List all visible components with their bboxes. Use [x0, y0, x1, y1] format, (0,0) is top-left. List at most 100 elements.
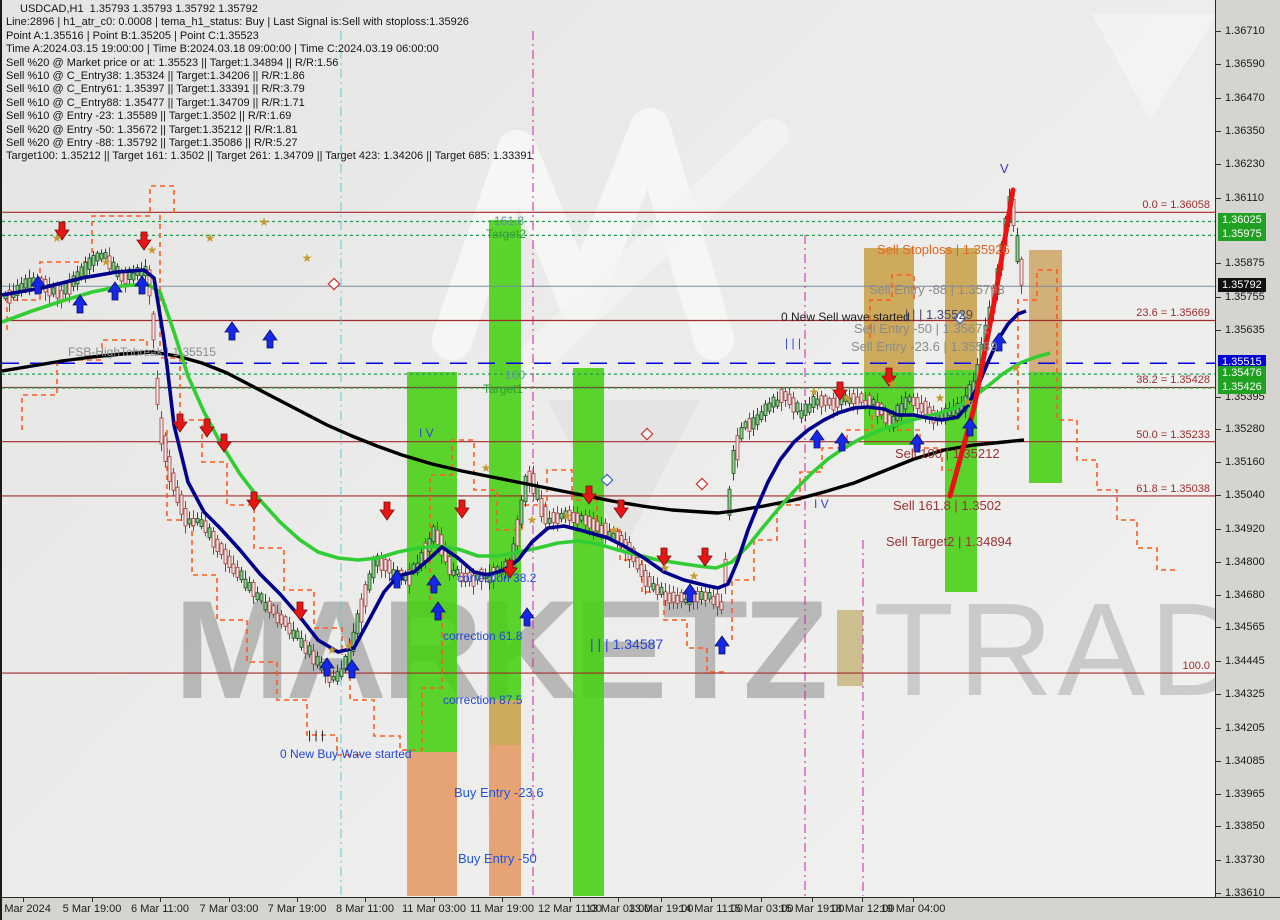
candle-body: [735, 435, 740, 461]
candle-body: [283, 616, 288, 627]
chart-annotation: 161.8: [494, 214, 525, 228]
chart-annotation: | | | 1.34587: [590, 636, 664, 652]
buy-arrow-icon: [262, 329, 278, 349]
candle-body: [55, 284, 60, 299]
candle-body: [267, 600, 272, 613]
candle-body: [179, 494, 184, 515]
chart-annotation: Sell Entry -23.6 | 1.35589: [851, 339, 998, 354]
stop-channel-line: [159, 215, 343, 655]
candle-body: [383, 558, 388, 572]
candle-body: [431, 526, 436, 542]
candle-body: [219, 543, 224, 555]
price-tick-mark: [1216, 329, 1221, 331]
signal-flag-icon: [327, 277, 341, 291]
star-icon: ★: [147, 243, 158, 257]
buy-arrow-icon: [107, 281, 123, 301]
candle-body: [463, 572, 468, 583]
candle-body: [255, 592, 260, 601]
time-tick-label: 6 Mar 11:00: [131, 903, 189, 915]
candle-body: [243, 578, 248, 589]
candle-body: [127, 268, 132, 280]
star-icon: ★: [1011, 361, 1022, 375]
candle-body: [651, 583, 656, 591]
time-tick-mark: [23, 898, 24, 902]
chart-annotation: Sell Entry -50 | 1.35672: [854, 321, 990, 336]
info-line: Point A:1.35516 | Point B:1.35205 | Poin…: [6, 29, 259, 42]
chart-annotation: Sell 161.8 | 1.3502: [893, 498, 1002, 513]
candle-body: [335, 671, 340, 682]
chart-annotation: Buy Entry -50: [458, 851, 537, 866]
candle-body: [355, 613, 360, 634]
candle-body: [551, 511, 556, 524]
candle-body: [799, 410, 804, 419]
buy-arrow-icon: [389, 569, 405, 589]
price-tick-mark: [1216, 396, 1221, 398]
price-tick-label: 1.34920: [1225, 522, 1265, 535]
candle-body: [747, 418, 752, 432]
candle-body: [787, 393, 792, 405]
time-tick-mark: [812, 898, 813, 902]
fib-zone: [945, 248, 977, 370]
chart-annotation: I V: [814, 497, 829, 511]
candle-body: [103, 252, 108, 259]
candle-body: [523, 475, 528, 503]
time-tick-label: 7 Mar 03:00: [199, 903, 259, 915]
info-line: Sell %10 @ C_Entry38: 1.35324 || Target:…: [6, 70, 305, 83]
candle-body: [567, 509, 572, 521]
candle-body: [63, 283, 68, 295]
candle-body: [635, 557, 640, 570]
candle-body: [831, 397, 836, 411]
sell-arrow-icon: [136, 231, 152, 251]
candle-body: [779, 388, 784, 403]
buy-arrow-icon: [344, 659, 360, 679]
time-tick-mark: [434, 898, 435, 902]
candle-body: [291, 629, 296, 639]
candle-body: [83, 262, 88, 276]
candle-body: [7, 289, 12, 304]
trend-line-red[interactable]: [947, 187, 1016, 499]
candle-body: [407, 569, 412, 586]
candle-body: [811, 396, 816, 408]
candle-body: [191, 518, 196, 527]
candle-body: [859, 393, 864, 403]
time-tick-label: 19 Mar 04:00: [880, 903, 946, 915]
stop-channel-line: [429, 439, 724, 673]
price-tick-label: 1.35280: [1225, 422, 1265, 435]
info-line: Time A:2024.03.15 19:00:00 | Time B:2024…: [6, 43, 439, 56]
candle-body: [915, 397, 920, 410]
candle-body: [671, 591, 676, 603]
buy-arrow-icon: [134, 275, 150, 295]
candle-body: [171, 472, 176, 491]
star-icon: ★: [660, 561, 671, 575]
sell-arrow-icon: [246, 491, 262, 511]
price-tick-mark: [1216, 197, 1221, 199]
candle-body: [263, 602, 268, 611]
candle-body: [315, 655, 320, 666]
stop-channel-line: [166, 430, 362, 756]
fib-level-label: 61.8 = 1.35038: [1136, 482, 1210, 495]
time-tick-mark: [502, 898, 503, 902]
candle-body: [707, 592, 712, 600]
chart-annotation: correction 61.8: [443, 629, 523, 643]
candle-body: [151, 313, 156, 341]
candle-body: [803, 403, 808, 416]
candle-body: [367, 573, 372, 591]
price-axis[interactable]: 1.36710 1.36590 1.36470 1.36350 1.36230 1.361…: [1215, 0, 1280, 899]
candle-body: [287, 622, 292, 635]
time-axis[interactable]: 5 Mar 2024 5 Mar 19:00 6 Mar 11:00 7 Mar 03…: [2, 897, 1280, 920]
price-tick-mark: [1216, 694, 1221, 696]
buy-arrow-icon: [834, 432, 850, 452]
candle-body: [159, 417, 164, 445]
star-icon: ★: [481, 461, 492, 475]
candle-body: [203, 520, 208, 533]
candle-body: [815, 398, 820, 406]
price-tick-label: 1.33850: [1225, 820, 1265, 833]
candle-body: [587, 516, 592, 529]
candle-body: [739, 427, 744, 440]
price-badge: 1.35426: [1218, 380, 1266, 395]
candle-body: [759, 411, 764, 420]
candle-body: [679, 591, 684, 603]
candle-body: [819, 395, 824, 408]
watermark-text-light: TRADE: [873, 576, 1280, 723]
